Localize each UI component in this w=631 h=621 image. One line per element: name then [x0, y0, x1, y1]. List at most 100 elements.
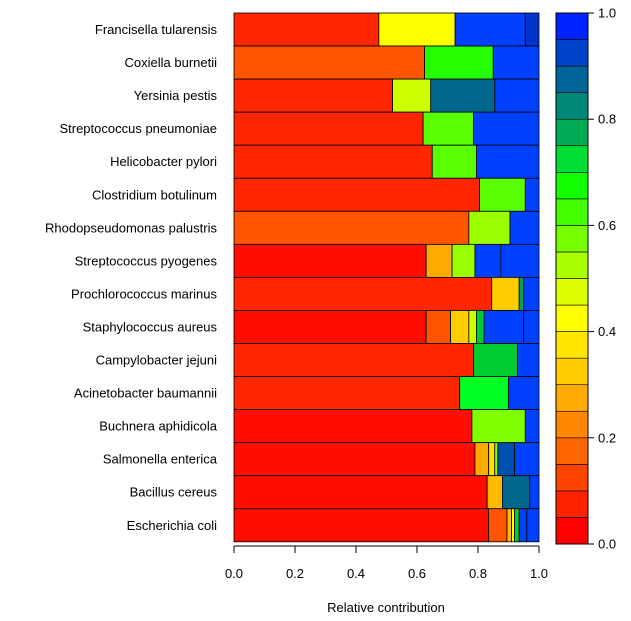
bar-segment [454, 12, 526, 47]
bar-segment [233, 12, 380, 47]
bar-segment [514, 442, 540, 477]
colorbar-swatch [555, 198, 589, 226]
bar-segment [431, 144, 477, 179]
bar-segment [392, 78, 432, 113]
bar-segment [523, 276, 540, 311]
bar-segment [425, 243, 453, 278]
bar-segment [233, 276, 493, 311]
bar-segment [476, 144, 540, 179]
colorbar-swatch [555, 39, 589, 67]
bar-segment [518, 276, 525, 311]
colorbar-axis: 0.0 0.2 0.4 0.6 0.8 1.0 [588, 6, 616, 552]
category-label: Acinetobacter baumannii [74, 386, 217, 401]
category-label: Rhodopseudomonas palustris [45, 220, 217, 235]
bar-segment [529, 475, 540, 510]
colorbar-tick-label: 0.8 [598, 112, 616, 127]
x-axis-title: Relative contribution [327, 600, 445, 615]
colorbar-swatch [555, 278, 589, 306]
bar-segment [233, 376, 461, 410]
category-label: Coxiella burnetii [125, 55, 218, 70]
colorbar-tick-label: 0.6 [598, 218, 616, 233]
colorbar-swatch [555, 172, 589, 200]
category-label: Streptococcus pyogenes [75, 253, 218, 268]
colorbar-swatch [555, 304, 589, 332]
category-label: Staphylococcus aureus [83, 319, 218, 334]
bar-segment [474, 442, 490, 477]
bar-segment [494, 442, 499, 477]
colorbar-swatch [555, 65, 589, 93]
bar-segment [233, 343, 474, 377]
category-label: Helicobacter pylori [110, 154, 217, 169]
bar-segment [488, 508, 508, 543]
bar-segment [509, 210, 540, 245]
colorbar-swatch [555, 251, 589, 279]
bar-segment [479, 177, 526, 212]
bar-segment [459, 376, 509, 410]
bar-segment [526, 508, 540, 543]
x-tick-label: 0.2 [286, 566, 304, 581]
colorbar-swatch [555, 331, 589, 359]
colorbar-swatch [555, 464, 589, 492]
colorbar-swatch [555, 145, 589, 173]
bar-segment [233, 409, 473, 444]
bar-segment [474, 243, 502, 278]
category-label: Escherichia coli [127, 518, 217, 533]
bar-segment [468, 210, 511, 245]
category-label: Francisella tularensis [95, 22, 218, 37]
bar-segment [473, 343, 519, 377]
bar-segment [471, 409, 526, 444]
category-label: Clostridium botulinum [92, 187, 217, 202]
category-label: Bacillus cereus [130, 485, 218, 500]
bar-segment [486, 475, 503, 510]
bar-segment [425, 310, 451, 344]
bar-segment [422, 111, 474, 146]
bar-segment [233, 475, 488, 510]
bar-segment [488, 442, 496, 477]
category-label: Streptococcus pneumoniae [59, 121, 217, 136]
bar-segment [497, 442, 515, 477]
bar-segment [506, 508, 512, 543]
bar-segment [518, 508, 528, 543]
bar-segment [483, 310, 525, 344]
colorbar-swatch [555, 437, 589, 465]
colorbar-tick-label: 1.0 [598, 6, 616, 21]
x-tick-label: 1.0 [530, 566, 548, 581]
bar-segment [524, 12, 540, 47]
bar-segment [524, 177, 540, 212]
bar-segment [233, 310, 427, 344]
colorbar [555, 12, 589, 545]
category-label: Buchnera aphidicola [99, 419, 218, 434]
colorbar-tick-label: 0.2 [598, 430, 616, 445]
colorbar-swatch [555, 490, 589, 518]
x-tick-label: 0.0 [225, 566, 243, 581]
bar-segment [517, 343, 540, 377]
x-tick-label: 0.6 [408, 566, 426, 581]
bar-segment [524, 409, 540, 444]
bar-segment [523, 310, 540, 344]
colorbar-swatch [555, 12, 589, 40]
bar-segment [233, 177, 480, 212]
colorbar-swatch [555, 92, 589, 120]
colorbar-border [555, 12, 589, 545]
bar-segment [233, 45, 426, 80]
bar-segment [500, 243, 540, 278]
category-label: Yersinia pestis [134, 88, 218, 103]
bar-segment [468, 310, 477, 344]
category-label: Prochlorococcus marinus [71, 286, 217, 301]
bar-segment [424, 45, 494, 80]
bar-segment [492, 45, 540, 80]
category-label: Salmonella enterica [103, 452, 218, 467]
bar-segment [233, 508, 490, 543]
colorbar-swatch [555, 357, 589, 385]
category-label: Campylobacter jejuni [96, 353, 218, 368]
colorbar-swatch [555, 225, 589, 253]
bar-segment [233, 442, 476, 477]
bar-segment [233, 210, 470, 245]
x-axis: 0.0 0.2 0.4 0.6 0.8 1.0 [225, 545, 548, 581]
bar-segment [233, 111, 424, 146]
bar-segment [511, 508, 515, 543]
colorbar-swatch [555, 410, 589, 439]
bar-segment [378, 12, 456, 47]
category-labels: Francisella tularensis Coxiella burnetii Y… [45, 22, 218, 533]
